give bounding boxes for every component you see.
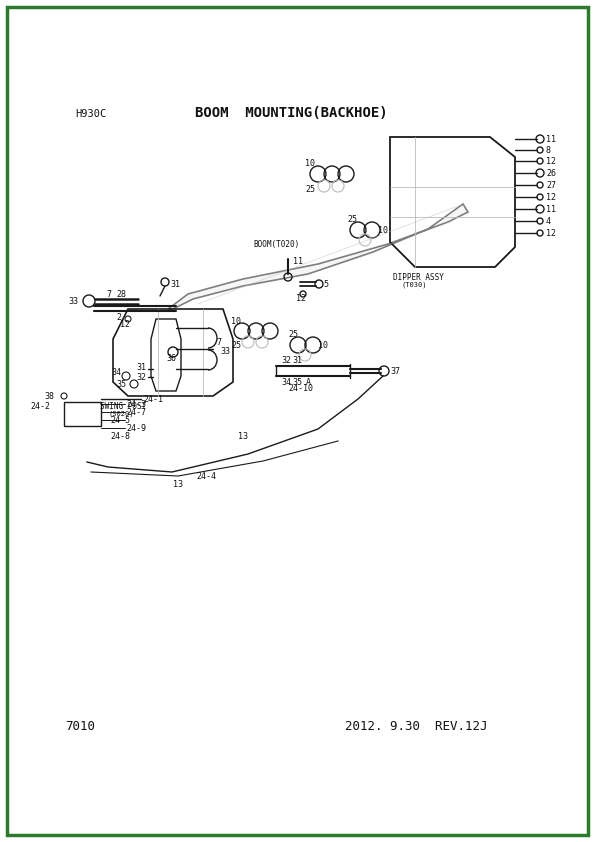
Text: 24-10: 24-10 xyxy=(288,383,313,392)
Text: 31: 31 xyxy=(170,280,180,289)
Text: 31: 31 xyxy=(292,355,302,365)
Text: 24-1: 24-1 xyxy=(143,395,163,403)
Text: 37: 37 xyxy=(390,366,400,376)
Text: 32: 32 xyxy=(281,355,291,365)
Text: H930C: H930C xyxy=(75,109,107,119)
Text: 35: 35 xyxy=(292,377,302,386)
Text: 24-2: 24-2 xyxy=(30,402,50,411)
Text: 38: 38 xyxy=(44,392,54,401)
Text: 10: 10 xyxy=(231,317,241,326)
Text: 2012. 9.30  REV.12J: 2012. 9.30 REV.12J xyxy=(345,720,487,733)
Text: (S020): (S020) xyxy=(108,411,133,418)
Text: 34: 34 xyxy=(281,377,291,386)
Text: 24-7: 24-7 xyxy=(126,408,146,417)
Text: 25: 25 xyxy=(288,329,298,338)
Text: 25: 25 xyxy=(231,340,241,349)
Text: A: A xyxy=(306,377,311,386)
Text: 34: 34 xyxy=(111,367,121,376)
Text: 10: 10 xyxy=(378,226,388,235)
Text: 7010: 7010 xyxy=(65,720,95,733)
Text: 4: 4 xyxy=(546,216,551,226)
Text: 26: 26 xyxy=(546,168,556,178)
Text: (T030): (T030) xyxy=(401,282,427,288)
Text: 36: 36 xyxy=(166,354,176,363)
Text: SWING POST: SWING POST xyxy=(100,402,146,411)
Text: 12: 12 xyxy=(546,193,556,201)
Text: BOOM  MOUNTING(BACKHOE): BOOM MOUNTING(BACKHOE) xyxy=(195,106,387,120)
Text: 28: 28 xyxy=(116,290,126,299)
Text: 32: 32 xyxy=(136,372,146,381)
Text: 7: 7 xyxy=(106,290,111,299)
Text: 12: 12 xyxy=(546,157,556,166)
Text: DIPPER ASSY: DIPPER ASSY xyxy=(393,273,444,281)
Text: 24-4: 24-4 xyxy=(196,472,216,481)
Text: 24-8: 24-8 xyxy=(110,431,130,440)
Text: 11: 11 xyxy=(546,135,556,143)
Text: 25: 25 xyxy=(347,215,357,223)
Text: 10: 10 xyxy=(318,340,328,349)
Text: 13: 13 xyxy=(238,431,248,440)
Text: BOOM(T020): BOOM(T020) xyxy=(253,239,299,248)
Text: 8: 8 xyxy=(546,146,551,154)
Text: 33: 33 xyxy=(68,296,78,306)
Text: 2: 2 xyxy=(116,312,121,322)
Text: 24-9: 24-9 xyxy=(126,424,146,433)
Text: 10: 10 xyxy=(305,158,315,168)
Text: 5: 5 xyxy=(323,280,328,289)
Text: 7: 7 xyxy=(216,338,221,347)
Text: 27: 27 xyxy=(546,180,556,189)
Text: 13: 13 xyxy=(173,479,183,488)
Text: 11: 11 xyxy=(293,257,303,265)
Text: 31: 31 xyxy=(136,363,146,371)
Text: 11: 11 xyxy=(546,205,556,214)
Text: 12: 12 xyxy=(296,294,306,302)
Text: 25: 25 xyxy=(305,184,315,194)
Text: 12: 12 xyxy=(546,228,556,237)
Polygon shape xyxy=(168,204,468,309)
Text: 35: 35 xyxy=(116,380,126,388)
Text: 33: 33 xyxy=(220,347,230,355)
Text: 24-5: 24-5 xyxy=(110,415,130,424)
Text: 24-3: 24-3 xyxy=(126,399,146,408)
Text: 12: 12 xyxy=(120,319,130,328)
